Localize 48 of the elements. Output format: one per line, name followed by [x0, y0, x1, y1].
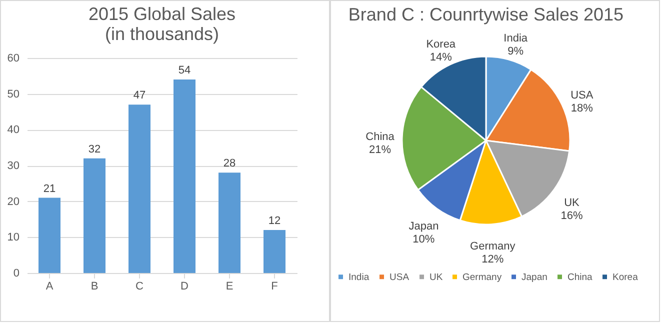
chart-title: Brand C : Counrtywise Sales 2015	[348, 4, 624, 25]
legend-label: India	[348, 272, 370, 283]
data-label: 12%	[482, 253, 504, 266]
x-tick-label: E	[226, 280, 234, 292]
y-tick-label: 50	[7, 88, 20, 100]
data-label: 21%	[369, 144, 392, 156]
data-label: 9%	[508, 46, 524, 58]
legend-label: UK	[430, 272, 444, 283]
slice-label: Korea	[426, 38, 456, 51]
bar	[264, 230, 286, 273]
slice-label: China	[366, 131, 396, 144]
data-label: 12	[268, 215, 281, 227]
bar	[174, 80, 196, 273]
y-tick-label: 0	[13, 268, 20, 280]
legend-label: Germany	[462, 272, 502, 283]
data-label: 32	[88, 143, 101, 156]
y-tick-label: 60	[7, 52, 20, 64]
x-tick-label: C	[136, 280, 144, 292]
bar	[38, 198, 60, 273]
legend-label: USA	[390, 272, 410, 283]
x-tick-label: D	[180, 280, 189, 292]
slice-label: UK	[564, 196, 580, 209]
data-label: 21	[43, 182, 56, 195]
y-tick-label: 20	[7, 196, 20, 208]
data-label: 16%	[560, 210, 583, 222]
y-tick-label: 10	[7, 232, 20, 244]
data-label: 18%	[570, 102, 594, 114]
slice-label: Japan	[408, 220, 439, 232]
data-label: 10%	[412, 233, 435, 246]
slice-label: USA	[570, 89, 594, 102]
slice-label: India	[504, 32, 528, 45]
legend-label: Japan	[522, 272, 548, 283]
x-tick-label: F	[271, 280, 278, 292]
bar	[128, 104, 150, 273]
y-tick-label: 40	[7, 124, 20, 136]
x-tick-label: A	[46, 280, 54, 292]
legend-label: China	[568, 272, 594, 283]
y-tick-label: 30	[7, 160, 20, 172]
data-label: 47	[133, 90, 146, 102]
bar	[84, 158, 106, 273]
slice-label: Germany	[470, 240, 516, 252]
data-label: 28	[223, 158, 236, 170]
chart-title: 2015 Global Sales (in thousands)	[88, 4, 236, 44]
x-tick-label: B	[90, 280, 98, 292]
bar	[218, 172, 240, 273]
legend-label: Korea	[612, 272, 639, 283]
data-label: 14%	[430, 52, 452, 64]
data-label: 54	[178, 64, 191, 76]
